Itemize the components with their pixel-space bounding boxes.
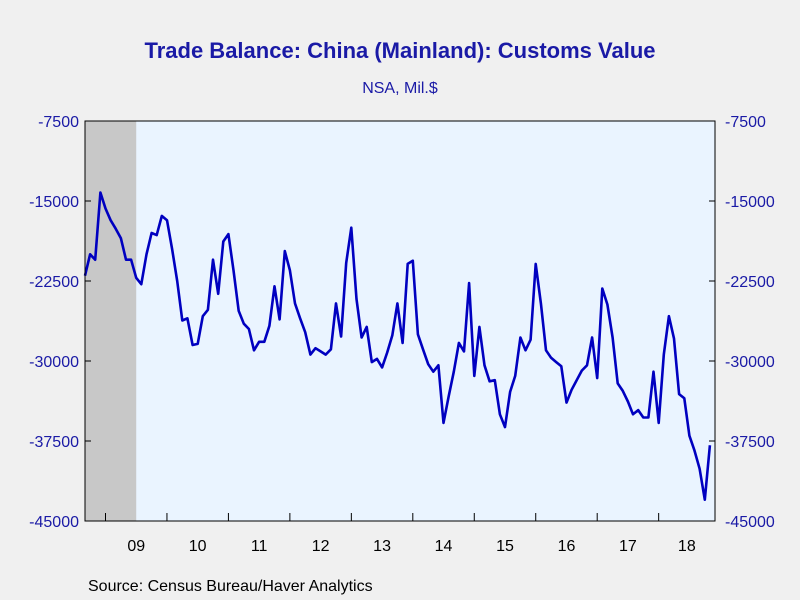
y-tick-label-right: -22500 (725, 274, 775, 291)
y-tick-label-right: -37500 (725, 434, 775, 451)
y-tick-label-left: -22500 (29, 274, 79, 291)
chart-title: Trade Balance: China (Mainland): Customs… (144, 38, 656, 63)
axis-ticks (85, 120, 715, 522)
x-tick-label: 12 (312, 538, 330, 555)
y-tick-label-left: -45000 (29, 514, 79, 531)
series-line (83, 191, 712, 502)
y-tick-label-right: -15000 (725, 194, 775, 211)
x-tick-label: 16 (558, 538, 576, 555)
y-tick-label-right: -7500 (725, 114, 766, 131)
x-tick-label: 18 (678, 538, 696, 555)
y-tick-label-left: -15000 (29, 194, 79, 211)
plot-frame (84, 120, 716, 522)
x-tick-label: 17 (619, 538, 637, 555)
series-layer (83, 191, 712, 502)
source-note: Source: Census Bureau/Haver Analytics (88, 578, 373, 595)
x-tick-label: 13 (373, 538, 391, 555)
axis-labels: -7500 -7500 -15000 -15000 -22500 -22500 -30000… (29, 114, 775, 555)
x-tick-label: 14 (435, 538, 453, 555)
chart-subtitle: NSA, Mil.$ (362, 80, 438, 97)
y-tick-label-right: -45000 (725, 514, 775, 531)
x-tick-label: 15 (496, 538, 514, 555)
x-tick-label: 10 (189, 538, 207, 555)
y-tick-label-left: -7500 (38, 114, 79, 131)
recession-shading (85, 121, 137, 521)
y-tick-label-left: -30000 (29, 354, 79, 371)
y-tick-label-right: -30000 (725, 354, 775, 371)
x-tick-label: 09 (127, 538, 145, 555)
x-tick-label: 11 (251, 538, 268, 555)
y-tick-label-left: -37500 (29, 434, 79, 451)
